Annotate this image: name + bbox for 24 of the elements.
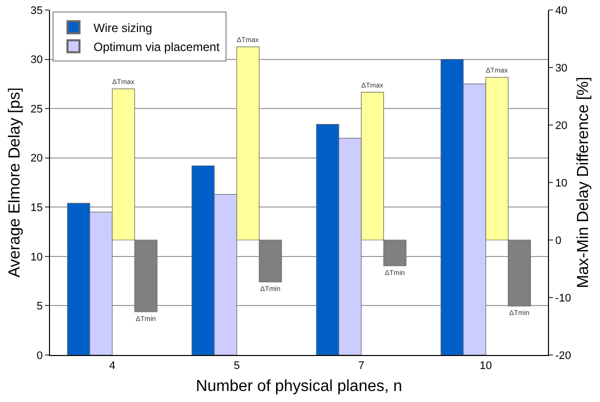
legend-label: Optimum via placement <box>93 40 220 54</box>
y2-tick-label: 30 <box>555 62 568 74</box>
y2-axis-title: Max-Min Delay Difference [%] <box>574 76 592 288</box>
y2-tick-label: -10 <box>555 292 572 304</box>
y-tick-label: 5 <box>36 300 43 313</box>
y-tick-label: 35 <box>30 4 43 17</box>
y-tick-label: 25 <box>30 103 43 116</box>
y-tick-label: 20 <box>30 152 43 165</box>
y-tick-label: 30 <box>30 54 43 66</box>
x-tick-label: 7 <box>358 360 364 372</box>
y2-tick-label: 0 <box>555 234 562 247</box>
y2-tick-label: 40 <box>555 4 568 17</box>
x-tick-label: 10 <box>480 360 492 372</box>
x-tick-label: 5 <box>234 360 240 372</box>
legend-label: Wire sizing <box>93 20 152 35</box>
y2-tick-label: -20 <box>555 350 572 362</box>
y2-tick-label: 20 <box>555 120 568 132</box>
y-tick-label: 15 <box>30 202 43 214</box>
x-axis-title: Number of physical planes, n <box>196 378 402 395</box>
x-tick-label: 4 <box>109 360 116 372</box>
y-axis-title: Average Elmore Delay [ps] <box>6 87 24 278</box>
y-tick-label: 10 <box>30 251 43 264</box>
y2-tick-label: 10 <box>555 177 568 190</box>
y-tick-label: 0 <box>36 350 43 362</box>
